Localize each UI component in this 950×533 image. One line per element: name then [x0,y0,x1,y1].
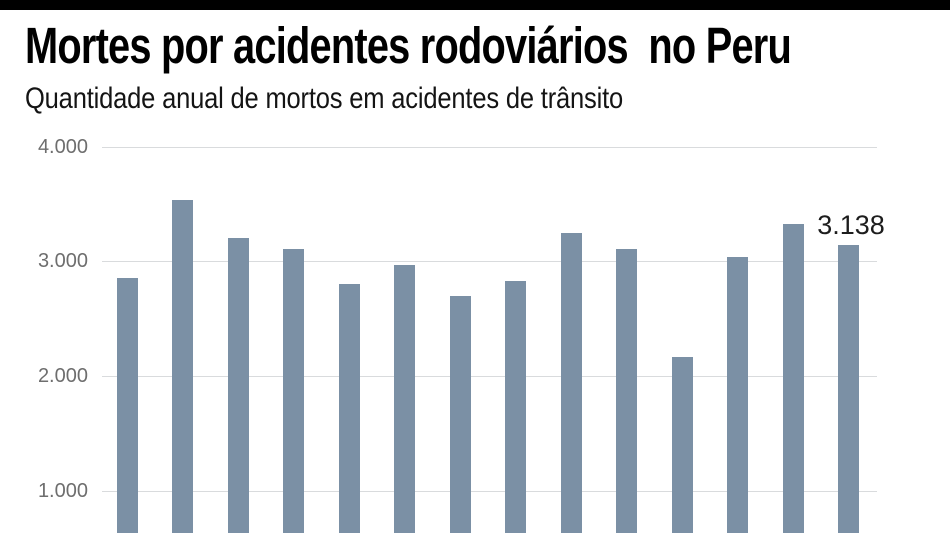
gridline-1000 [102,491,877,492]
bar-11 [671,357,693,533]
top-rule [0,0,950,10]
y-tick-label-3000: 3.000 [37,250,88,272]
bar-7 [449,296,471,533]
y-tick-label-1000: 1.000 [37,480,88,502]
bar-10 [616,248,637,533]
y-tick-label-2000: 2.000 [37,365,88,387]
bar-9 [560,233,582,533]
chart-title: Mortes por acidentes rodoviários no Peru [25,17,792,74]
bar-3 [227,237,249,533]
chart-subtitle: Quantidade anual de mortos em acidentes … [25,82,624,115]
gridline-2000 [102,376,877,377]
gridline-4000 [102,147,877,148]
bar-12 [727,257,748,533]
bar-4 [283,248,304,533]
gridline-3000 [102,261,877,262]
bar-5 [338,284,360,533]
bar-2 [172,200,193,533]
bar-14 [838,245,859,533]
bar-13 [782,224,804,533]
bar-8 [505,281,526,533]
bar-6 [394,265,415,533]
bar-1 [116,277,138,533]
y-tick-label-4000: 4.000 [37,136,88,158]
value-label: 3.138 [817,210,885,241]
